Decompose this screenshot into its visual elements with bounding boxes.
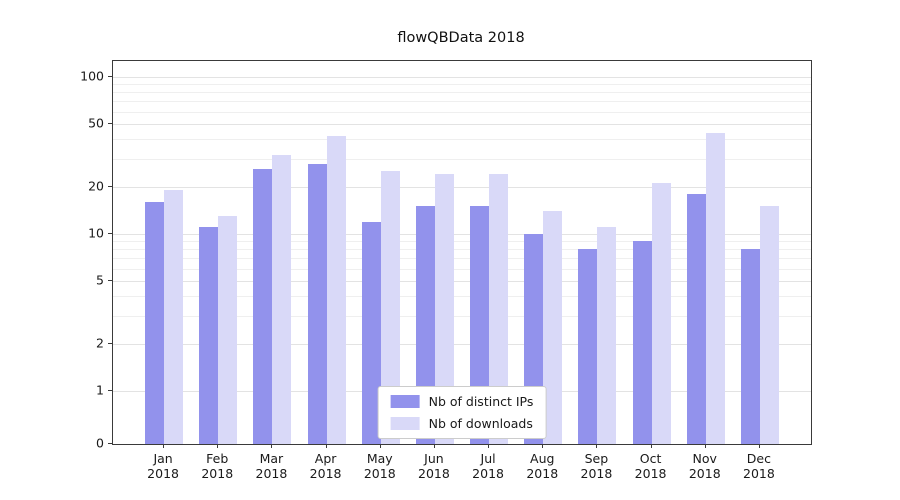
bar-downloads [705,132,725,444]
y-tick-label: 0 [96,435,104,451]
y-tick-label: 100 [80,68,104,84]
y-tick-label: 5 [96,272,104,288]
bar-downloads [759,206,779,444]
bar-distinct-ips [361,221,381,444]
bar-downloads [489,174,509,444]
bar-downloads [164,190,184,444]
y-tick-mark [108,232,112,234]
x-tick-mark [433,444,435,448]
legend-item-downloads: Nb of downloads [390,416,534,431]
minor-gridline [113,111,811,113]
bar-distinct-ips [578,249,598,444]
bar-distinct-ips [199,227,219,444]
x-tick-mark [704,444,706,448]
minor-gridline [113,249,811,251]
bar-distinct-ips [253,168,273,444]
y-tick-label: 20 [88,178,104,194]
y-tick-mark [108,389,112,391]
x-tick-mark [488,444,490,448]
x-tick-mark [758,444,760,448]
minor-gridline [113,159,811,161]
major-gridline [113,186,811,188]
x-tick-mark [217,444,219,448]
bar-downloads [597,227,617,444]
x-tick-label: May 2018 [363,451,396,481]
minor-gridline [113,101,811,103]
major-gridline [113,124,811,126]
x-tick-label: Sep 2018 [580,451,613,481]
y-tick-label: 50 [88,115,104,131]
legend-label-distinct-ips: Nb of distinct IPs [428,394,534,409]
x-tick-label: Apr 2018 [309,451,342,481]
x-tick-mark [271,444,273,448]
x-tick-label: Jun 2018 [418,451,450,481]
y-tick-mark [108,342,112,344]
major-gridline [113,281,811,283]
x-tick-label: Jul 2018 [472,451,504,481]
y-tick-mark [108,280,112,282]
x-tick-mark [596,444,598,448]
legend-label-downloads: Nb of downloads [428,416,533,431]
minor-gridline [113,268,811,270]
bar-distinct-ips [470,206,490,444]
x-tick-mark [325,444,327,448]
x-tick-mark [650,444,652,448]
bar-downloads [272,154,292,444]
minor-gridline [113,296,811,298]
bar-distinct-ips [686,193,706,444]
plot-area: Nb of distinct IPs Nb of downloads [112,60,812,445]
x-tick-mark [542,444,544,448]
x-tick-label: Aug 2018 [526,451,559,481]
bar-downloads [651,183,671,444]
y-tick-mark [108,185,112,187]
x-tick-label: Feb 2018 [201,451,234,481]
major-gridline [113,76,811,78]
x-tick-label: Jan 2018 [147,451,179,481]
bar-downloads [434,174,454,444]
bar-distinct-ips [415,206,435,444]
bar-distinct-ips [740,249,760,444]
x-tick-label: Dec 2018 [743,451,775,481]
bar-distinct-ips [307,163,327,444]
legend-item-distinct-ips: Nb of distinct IPs [390,394,534,409]
bar-downloads [380,171,400,444]
major-gridline [113,343,811,345]
legend-swatch-distinct-ips [390,395,420,408]
y-tick-mark [108,443,112,444]
minor-gridline [113,241,811,243]
minor-gridline [113,316,811,318]
minor-gridline [113,258,811,260]
minor-gridline [113,92,811,94]
minor-gridline [113,139,811,141]
y-tick-mark [108,123,112,125]
x-tick-mark [379,444,381,448]
chart-title: flowQBData 2018 [397,30,525,46]
x-tick-mark [163,444,165,448]
minor-gridline [113,84,811,86]
bar-downloads [543,211,563,444]
x-tick-label: Mar 2018 [255,451,288,481]
bar-distinct-ips [632,241,652,444]
legend: Nb of distinct IPs Nb of downloads [377,386,547,439]
x-tick-label: Nov 2018 [688,451,721,481]
y-tick-label: 2 [96,335,104,351]
y-tick-label: 10 [88,225,104,241]
major-gridline [113,233,811,235]
bar-downloads [218,216,238,444]
y-tick-label: 1 [96,382,104,398]
y-tick-mark [108,75,112,77]
bar-downloads [326,136,346,444]
x-tick-label: Oct 2018 [634,451,667,481]
legend-swatch-downloads [390,417,420,430]
bar-distinct-ips [145,201,165,444]
